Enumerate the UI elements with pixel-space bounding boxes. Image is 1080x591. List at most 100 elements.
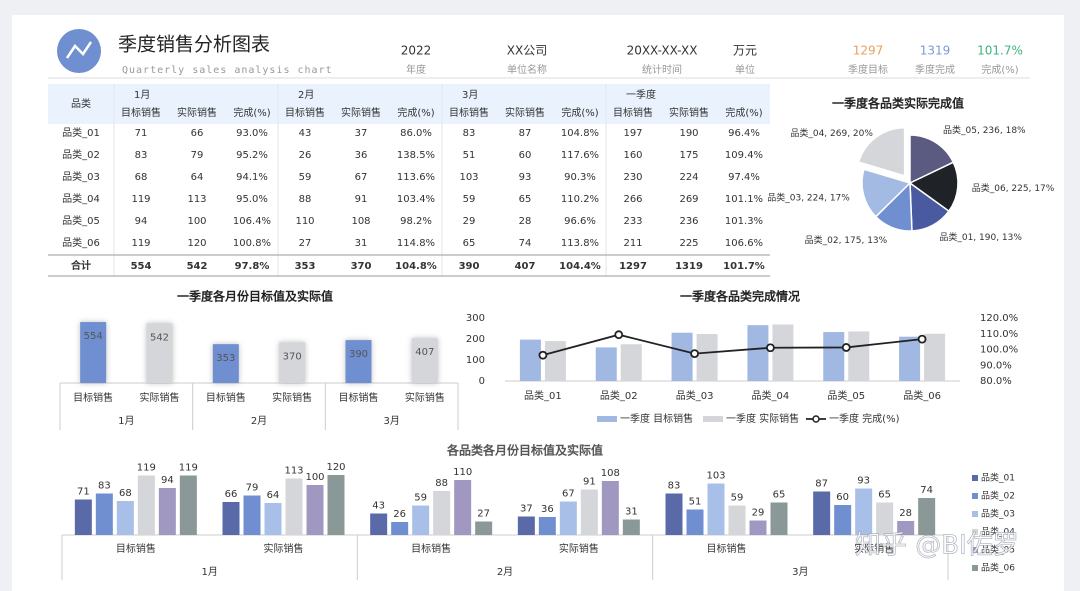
bar bbox=[264, 503, 282, 535]
legend-swatch bbox=[972, 547, 978, 553]
field-value: 101.7% bbox=[977, 44, 1023, 58]
table-cell: 113 bbox=[187, 194, 206, 205]
y2-tick-label: 90.0% bbox=[980, 360, 1012, 371]
group-header: 一季度 bbox=[626, 88, 656, 101]
group-header: 1月 bbox=[134, 89, 150, 101]
pie-slice bbox=[861, 168, 912, 218]
pie-label: 品类_04, 269, 20% bbox=[790, 127, 873, 139]
column-header: 目标销售 bbox=[285, 106, 325, 119]
table-cell: 230 bbox=[623, 172, 642, 183]
y2-tick-label: 80.0% bbox=[980, 376, 1012, 387]
legend-swatch bbox=[972, 529, 978, 535]
y-tick-label: 0 bbox=[479, 376, 485, 387]
pie-label: 品类_06, 225, 17% bbox=[972, 182, 1055, 194]
bar bbox=[279, 342, 306, 383]
table-cell: 品类_03 bbox=[62, 170, 100, 183]
pie-label: 品类_02, 175, 13% bbox=[805, 234, 888, 246]
x-tick-label: 实际销售 bbox=[264, 542, 304, 555]
legend-label: 品类_04 bbox=[981, 526, 1015, 538]
y2-tick-label: 120.0% bbox=[980, 313, 1018, 324]
table-cell: 59 bbox=[299, 172, 312, 183]
legend-label: 一季度 目标销售 bbox=[620, 412, 693, 425]
column-header: 实际销售 bbox=[177, 106, 217, 119]
bar bbox=[475, 521, 493, 535]
table-cell: 83 bbox=[463, 128, 476, 139]
bar-label: 407 bbox=[415, 347, 434, 358]
table-cell: 68 bbox=[135, 172, 148, 183]
table-cell: 51 bbox=[463, 150, 476, 161]
chart-title: 各品类各月份目标值及实际值 bbox=[446, 443, 603, 458]
bar-label: 119 bbox=[137, 463, 156, 474]
bar bbox=[158, 488, 176, 535]
x-tick-label: 实际销售 bbox=[559, 542, 599, 555]
y-tick-label: 200 bbox=[466, 334, 485, 345]
x-tick-label: 目标销售 bbox=[339, 391, 379, 404]
bar-label: 113 bbox=[284, 466, 303, 477]
group-header: 2月 bbox=[298, 89, 314, 101]
table-cell: 407 bbox=[515, 261, 536, 272]
table-cell: 66 bbox=[191, 128, 204, 139]
subtitle: Quarterly sales analysis chart bbox=[122, 65, 333, 76]
table-cell: 117.6% bbox=[561, 150, 599, 161]
bar-label: 554 bbox=[84, 331, 103, 342]
table-cell: 31 bbox=[355, 238, 368, 249]
table-cell: 27 bbox=[299, 238, 312, 249]
field-value: 1297 bbox=[853, 44, 884, 58]
bar bbox=[749, 520, 767, 535]
bar bbox=[80, 322, 107, 383]
table-cell: 236 bbox=[679, 216, 698, 227]
column-header: 实际销售 bbox=[669, 106, 709, 119]
legend-swatch bbox=[597, 416, 617, 422]
legend-label: 品类_01 bbox=[981, 472, 1015, 484]
field-value: XX公司 bbox=[507, 44, 547, 58]
y2-tick-label: 100.0% bbox=[980, 345, 1018, 356]
column-header: 完成(%) bbox=[233, 106, 270, 119]
table-cell: 269 bbox=[679, 194, 698, 205]
legend-marker bbox=[812, 415, 820, 423]
bar bbox=[411, 338, 438, 383]
group-header: 3月 bbox=[462, 89, 478, 101]
table-cell: 90.3% bbox=[564, 172, 596, 183]
bar-label: 353 bbox=[216, 353, 235, 364]
column-header: 实际销售 bbox=[505, 106, 545, 119]
table-cell: 101.7% bbox=[723, 261, 765, 272]
line-point bbox=[690, 349, 699, 358]
bar-label: 68 bbox=[119, 488, 132, 499]
table-cell: 74 bbox=[519, 238, 532, 249]
table-cell: 353 bbox=[295, 261, 316, 272]
bar-label: 27 bbox=[477, 509, 490, 520]
table-cell: 370 bbox=[351, 261, 372, 272]
bar bbox=[601, 481, 619, 535]
line-point bbox=[538, 350, 548, 360]
pie-label: 品类_01, 190, 13% bbox=[939, 231, 1022, 243]
x-tick-label: 品类_01 bbox=[524, 389, 562, 402]
table-cell: 101.3% bbox=[725, 216, 763, 227]
bar bbox=[433, 491, 451, 535]
column-header: 完成(%) bbox=[397, 106, 434, 119]
y-tick-label: 100 bbox=[466, 355, 485, 366]
field-label: 完成(%) bbox=[981, 63, 1018, 76]
legend-label: 一季度 完成(%) bbox=[829, 412, 900, 425]
table-cell: 103 bbox=[459, 172, 478, 183]
bar-label: 59 bbox=[731, 493, 744, 504]
line-point bbox=[917, 334, 927, 344]
table-cell: 91 bbox=[355, 194, 368, 205]
bar-label: 65 bbox=[773, 490, 786, 501]
bar bbox=[116, 501, 134, 535]
bar bbox=[622, 519, 640, 535]
bar bbox=[538, 517, 556, 535]
field-label: 统计时间 bbox=[642, 63, 682, 76]
table-cell: 233 bbox=[623, 216, 642, 227]
table-cell: 合计 bbox=[70, 259, 91, 272]
bar-label: 83 bbox=[98, 481, 111, 492]
bar-label: 71 bbox=[77, 487, 90, 498]
x-tick-label: 实际销售 bbox=[405, 391, 445, 404]
table-cell: 26 bbox=[299, 150, 312, 161]
table-cell: 119 bbox=[131, 238, 150, 249]
column-header: 目标销售 bbox=[449, 106, 489, 119]
table-cell: 1297 bbox=[619, 261, 647, 272]
table-cell: 104.8% bbox=[561, 128, 599, 139]
line-point bbox=[766, 343, 775, 353]
table-cell: 品类_04 bbox=[62, 192, 100, 205]
